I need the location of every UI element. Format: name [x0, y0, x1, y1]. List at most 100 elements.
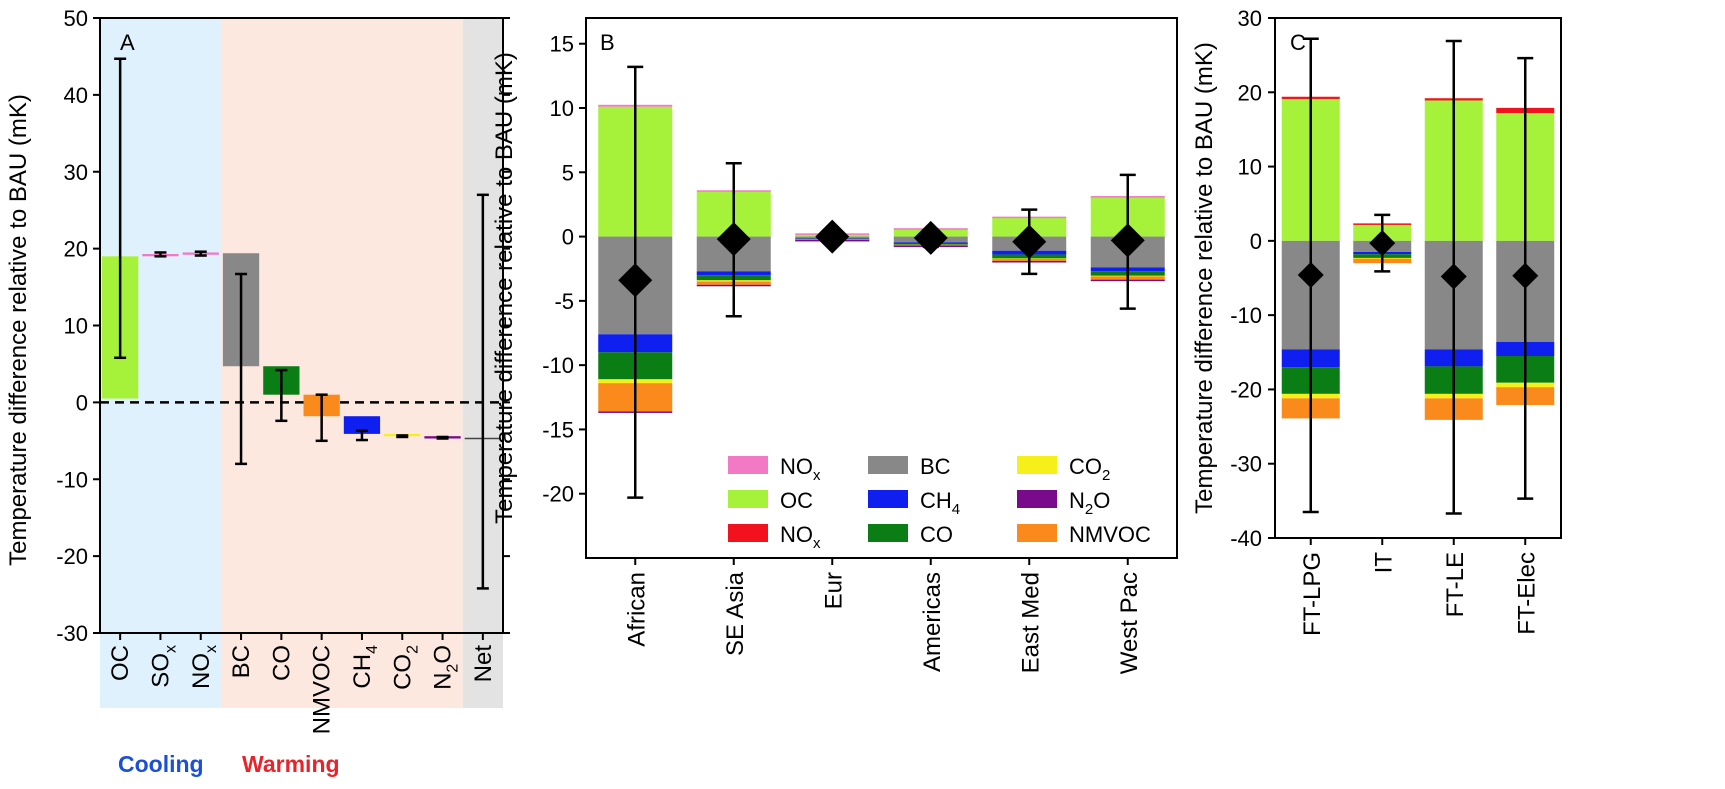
- legend-label-co2: CO2: [1069, 454, 1110, 484]
- a-tick-label: 10: [64, 314, 88, 339]
- category-label-main: N: [430, 673, 457, 690]
- panel-c-bars: [1281, 96, 1555, 545]
- category-label-bc: BC: [228, 645, 255, 678]
- cooling-label: Cooling: [118, 751, 204, 777]
- category-label-main: Net: [470, 645, 497, 683]
- category-label-subscript: 2: [404, 645, 421, 654]
- b-category-label: West Pac: [1116, 572, 1143, 674]
- legend-label-ch4: CH4: [920, 488, 960, 518]
- legend-swatch-co2: [1017, 456, 1057, 474]
- c-tick-label: -40: [1230, 526, 1262, 551]
- category-label-main: NMVOC: [309, 645, 336, 734]
- b-tick-label: -20: [542, 482, 574, 507]
- bar-ch4: [343, 416, 381, 434]
- category-label-net: Net: [470, 645, 497, 683]
- b-net-diamond: [618, 263, 653, 298]
- legend-label-subscript: x: [813, 535, 821, 552]
- a-tick-label: -10: [56, 467, 88, 492]
- c-tick-label: -20: [1230, 377, 1262, 402]
- legend-swatch-nox_pos: [728, 456, 768, 474]
- b-category-label: East Med: [1017, 572, 1044, 673]
- b-net-diamond: [1012, 224, 1047, 259]
- legend-label-subscript: 4: [952, 501, 960, 518]
- c-category-label: FT-LE: [1442, 552, 1469, 617]
- b-tick-label: 10: [550, 96, 574, 121]
- legend-label-main: CO: [920, 522, 953, 547]
- c-category-label: FT-Elec: [1513, 552, 1540, 635]
- a-tick-label: -30: [56, 621, 88, 646]
- c-tick-label: 10: [1238, 155, 1262, 180]
- panel-a-error-bars: [114, 57, 489, 590]
- b-category-label: SE Asia: [722, 571, 749, 656]
- a-tick-label: -20: [56, 544, 88, 569]
- panel-c-category-labels: FT-LPG IT FT-LE FT-Elec: [1299, 552, 1541, 636]
- legend-label-main: CH: [920, 488, 952, 513]
- panel-c: C 30 20 10 0 -10 -20 -30 -40 FT-LPG IT FT-LE FT-El…: [1191, 6, 1562, 636]
- legend-label-tail: O: [1093, 488, 1110, 513]
- legend-swatch-n2o: [1017, 490, 1057, 508]
- legend-label-subscript: 2: [1085, 501, 1093, 518]
- c-net-diamond: [1512, 262, 1539, 289]
- category-label-nmvoc: NMVOC: [309, 645, 336, 734]
- legend-label-main: OC: [780, 488, 813, 513]
- panel-a-y-ticks: 50 40 30 20 10 0 -10 -20 -30: [56, 6, 510, 646]
- legend-label-main: CO: [1069, 454, 1102, 479]
- b-tick-label: -15: [542, 417, 574, 442]
- panel-b-letter: B: [600, 30, 615, 55]
- legend-label-main: N: [1069, 488, 1085, 513]
- panel-b: B 15 10 5 0 -5 -10 -15 -20 African SE Asia Eur Ame…: [491, 17, 1178, 674]
- legend-label-subscript: 2: [1102, 467, 1110, 484]
- category-label-subscript: 4: [364, 645, 381, 654]
- panel-a-backgrounds: [100, 18, 503, 708]
- b-net-diamond: [1110, 223, 1145, 258]
- panel-a-letter: A: [120, 30, 135, 55]
- b-net-diamond: [913, 220, 948, 255]
- legend-label-oc: OC: [780, 488, 813, 513]
- category-label-sox: SOx: [147, 645, 179, 688]
- a-tick-label: 50: [64, 6, 88, 31]
- legend-swatch-co: [868, 524, 908, 542]
- c-category-label: IT: [1370, 552, 1397, 574]
- category-label-subscript: 2: [445, 664, 462, 673]
- category-label-main: CO: [389, 654, 416, 690]
- c-tick-label: 0: [1250, 229, 1262, 254]
- legend-swatch-oc: [728, 490, 768, 508]
- category-label-main: BC: [228, 645, 255, 678]
- b-net-diamond: [815, 219, 850, 254]
- warming-label: Warming: [242, 751, 340, 777]
- legend-label-main: BC: [920, 454, 951, 479]
- legend-label-main: NMVOC: [1069, 522, 1151, 547]
- c-tick-label: 20: [1238, 80, 1262, 105]
- a-tick-label: 0: [76, 390, 88, 415]
- legend-swatch-bc: [868, 456, 908, 474]
- category-label-main: OC: [107, 645, 134, 681]
- legend-label-nox_neg: NOx: [780, 522, 821, 552]
- panel-c-y-axis-label: Temperature difference relative to BAU (…: [1191, 42, 1218, 514]
- c-net-diamond: [1297, 262, 1324, 289]
- c-tick-label: -10: [1230, 303, 1262, 328]
- b-category-label: African: [623, 572, 650, 647]
- panel-b-frame: [585, 17, 1178, 559]
- legend-label-main: NO: [780, 454, 813, 479]
- legend-label-nox_pos: NOx: [780, 454, 821, 484]
- category-label-subscript: x: [162, 645, 179, 653]
- a-tick-label: 20: [64, 237, 88, 262]
- panel-a-y-axis-label: Temperature difference relative to BAU (…: [5, 94, 32, 566]
- b-net-diamond: [716, 222, 751, 257]
- b-tick-label: -10: [542, 353, 574, 378]
- b-tick-label: 0: [562, 225, 574, 250]
- legend-label-co: CO: [920, 522, 953, 547]
- b-category-label: Eur: [820, 572, 847, 609]
- c-net-diamond: [1440, 263, 1467, 290]
- c-net-diamond: [1369, 230, 1396, 257]
- b-tick-label: 5: [562, 160, 574, 185]
- c-tick-label: -30: [1230, 452, 1262, 477]
- c-tick-label: 30: [1238, 6, 1262, 31]
- legend-label-subscript: x: [813, 467, 821, 484]
- panel-c-error-bars: [1297, 37, 1539, 515]
- category-label-co: CO: [268, 645, 295, 681]
